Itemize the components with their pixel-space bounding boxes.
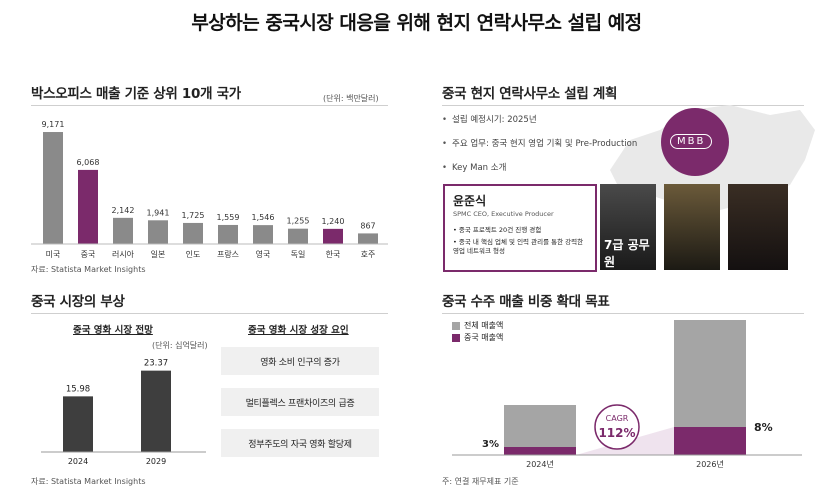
- tick-label: 2024년: [526, 459, 554, 469]
- bar: [78, 169, 98, 244]
- tick-label: 2029: [146, 457, 166, 466]
- bar-china: [674, 427, 746, 455]
- china-map-graphic: [610, 105, 815, 210]
- keyman-card: 윤준식 SPMC CEO, Executive Producer • 중국 프로…: [443, 184, 597, 272]
- tick-label: 호주: [361, 250, 376, 259]
- forecast-unit: (단위: 십억달러): [152, 341, 208, 350]
- data-label: 1,546: [252, 213, 275, 222]
- tick-label: 독일: [291, 250, 306, 259]
- person-role: SPMC CEO, Executive Producer: [453, 210, 554, 218]
- bullet-item: 설립 예정시기: 2025년: [442, 113, 637, 125]
- revenue-target-title: 중국 수주 매출 비중 확대 목표: [442, 294, 610, 310]
- data-label: 1,240: [322, 217, 345, 226]
- tick-label: 인도: [186, 249, 201, 259]
- bar: [253, 225, 273, 244]
- share-label: 3%: [482, 439, 499, 450]
- tick-label: 러시아: [112, 249, 135, 259]
- bar: [141, 370, 171, 452]
- legend-swatch: [452, 321, 460, 330]
- movie-poster: [664, 184, 720, 270]
- tick-label: 2026년: [696, 459, 724, 469]
- factor-item: 멀티플렉스 프랜차이즈의 급증: [221, 388, 379, 416]
- revenue-note: 주: 연결 재무제표 기준: [442, 477, 519, 486]
- data-label: 15.98: [66, 384, 90, 394]
- movie-poster: 7급 공무원: [600, 184, 656, 270]
- bar: [183, 222, 203, 244]
- forecast-title: 중국 영화 시장 전망: [73, 325, 153, 336]
- china-market-title: 중국 시장의 부상: [31, 294, 125, 310]
- tick-label: 영국: [256, 249, 271, 259]
- bar-total: [504, 405, 576, 447]
- box-office-unit: (단위: 백만달러): [323, 94, 379, 103]
- page-title: 부상하는 중국시장 대응을 위해 현지 연락사무소 설립 예정: [191, 12, 642, 34]
- tick-label: 프랑스: [217, 249, 239, 259]
- movie-poster: [728, 184, 788, 270]
- factors-title: 중국 영화 시장 성장 요인: [248, 325, 349, 336]
- data-label: 1,559: [217, 213, 240, 222]
- cagr-badge: [594, 404, 640, 450]
- cagr-value: 112%: [598, 426, 635, 440]
- cagr-label: CAGR: [606, 414, 629, 423]
- data-label: 867: [360, 221, 375, 230]
- factor-item: 정부주도의 자국 영화 할당제: [221, 429, 379, 457]
- forecast-chart: 15.98 2024 23.37 2029: [41, 359, 206, 466]
- divider: [31, 313, 388, 314]
- bar: [323, 228, 343, 244]
- box-office-source: 자료: Statista Market Insights: [31, 265, 146, 274]
- share-label: 8%: [754, 421, 773, 434]
- data-label: 1,725: [182, 211, 205, 220]
- data-label: 9,171: [42, 120, 65, 129]
- tick-label: 미국: [46, 250, 61, 259]
- person-point: • 중국 프로젝트 20건 진행 경험: [453, 226, 542, 234]
- bullet-item: Key Man 소개: [442, 161, 637, 173]
- tick-label: 일본: [151, 250, 166, 259]
- box-office-title: 박스오피스 매출 기준 상위 10개 국가: [31, 86, 241, 102]
- divider: [442, 105, 804, 106]
- bar: [218, 224, 238, 244]
- bar: [288, 228, 308, 244]
- office-plan-bullets: 설립 예정시기: 2025년 주요 업무: 중국 현지 영업 기획 및 Pre-…: [442, 113, 637, 185]
- company-logo: MBB: [670, 134, 713, 149]
- bar: [113, 217, 133, 244]
- legend-china: 중국 매출액: [452, 332, 503, 343]
- office-plan-title: 중국 현지 연락사무소 설립 계획: [442, 86, 618, 102]
- box-office-chart: 9,171 미국 6,068 중국 2,142 러시아 1,941 일본 1,725 인도 1,55…: [31, 120, 388, 259]
- divider: [31, 105, 388, 106]
- bar: [148, 220, 168, 244]
- bar-china: [504, 447, 576, 455]
- data-label: 2,142: [112, 206, 135, 215]
- legend-swatch: [452, 333, 460, 342]
- tick-label: 2024: [68, 457, 88, 466]
- bar: [43, 132, 63, 244]
- data-label: 1,941: [147, 208, 170, 217]
- tick-label: 중국: [81, 250, 96, 259]
- tick-label: 한국: [326, 250, 341, 259]
- bullet-item: 주요 업무: 중국 현지 영업 기획 및 Pre-Production: [442, 137, 637, 149]
- bar: [358, 233, 378, 244]
- china-market-source: 자료: Statista Market Insights: [31, 477, 146, 486]
- data-label: 1,255: [287, 217, 310, 226]
- data-label: 6,068: [77, 158, 100, 167]
- divider: [442, 313, 804, 314]
- data-label: 23.37: [144, 359, 168, 369]
- bar: [63, 396, 93, 452]
- factor-item: 영화 소비 인구의 증가: [221, 347, 379, 375]
- bar-total: [674, 320, 746, 427]
- legend-total: 전체 매출액: [452, 320, 503, 331]
- person-point: • 중국 내 핵심 업체 및 인력 관리를 통한 강력한 영업 네트워크 형성: [453, 238, 584, 255]
- revenue-chart: 2024년 2026년 3% 8% CAGR 112%: [452, 320, 802, 469]
- person-name: 윤준식: [453, 194, 487, 208]
